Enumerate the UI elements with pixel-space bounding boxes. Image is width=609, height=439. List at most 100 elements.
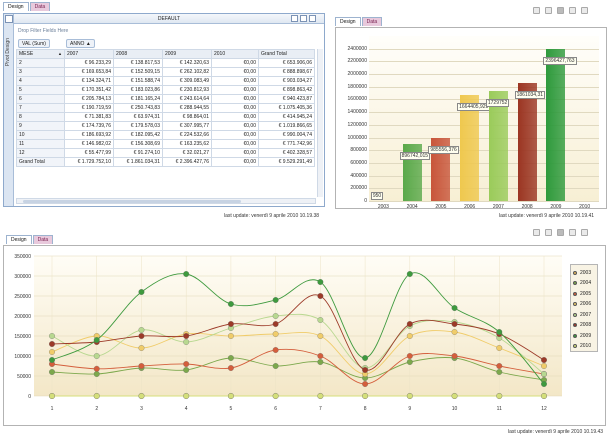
table-row[interactable]: 8 € 71.381,83 € 63.974,31 € 98.864,01 €0,00 €… — [16, 112, 315, 122]
legend-item[interactable]: 2009 — [573, 332, 591, 339]
data-point[interactable] — [406, 359, 413, 365]
data-point[interactable] — [451, 353, 458, 359]
legend-item[interactable]: 2010 — [573, 343, 591, 350]
column-field-button[interactable]: ANNO ▲ — [66, 39, 95, 48]
data-point[interactable] — [362, 393, 369, 399]
table-row[interactable]: 11 € 146.982,02 € 156.308,69 € 163.235,62 €0… — [16, 139, 315, 149]
data-point[interactable] — [317, 279, 324, 285]
data-point[interactable] — [49, 349, 55, 355]
data-point[interactable] — [496, 393, 503, 399]
data-point[interactable] — [272, 297, 279, 303]
print-icon[interactable] — [557, 229, 564, 236]
chart-icon[interactable] — [300, 15, 307, 22]
export-icon[interactable] — [581, 7, 588, 14]
bar[interactable] — [460, 95, 480, 201]
data-point[interactable] — [93, 365, 100, 372]
data-point[interactable] — [541, 371, 547, 377]
tab-design[interactable]: Design — [335, 17, 361, 26]
pivot-horizontal-scrollbar[interactable] — [16, 198, 316, 204]
data-point[interactable] — [362, 367, 369, 373]
data-point[interactable] — [362, 381, 369, 387]
settings-icon[interactable] — [569, 229, 576, 236]
tab-design[interactable]: Design — [3, 2, 29, 11]
data-point[interactable] — [227, 365, 234, 371]
data-point[interactable] — [49, 393, 55, 399]
data-point[interactable] — [227, 355, 234, 361]
data-point[interactable] — [317, 293, 324, 299]
legend-item[interactable]: 2003 — [573, 269, 591, 276]
data-point[interactable] — [49, 357, 55, 363]
data-point[interactable] — [406, 333, 413, 339]
data-point[interactable] — [272, 321, 279, 327]
data-point[interactable] — [49, 341, 55, 347]
legend-item[interactable]: 2008 — [573, 322, 591, 329]
data-point[interactable] — [496, 345, 503, 351]
table-row[interactable]: 12 € 55.477,99 € 91.274,10 € 32.021,27 €0,00… — [16, 148, 315, 158]
legend-item[interactable]: 2004 — [573, 280, 591, 287]
data-point[interactable] — [317, 353, 324, 359]
tab-data[interactable]: Data — [32, 235, 54, 244]
data-point[interactable] — [49, 333, 55, 339]
table-row[interactable]: 4 € 134.324,71 € 151.588,74 € 309.083,49 €0,… — [16, 76, 315, 86]
data-point[interactable] — [138, 363, 145, 369]
data-point[interactable] — [49, 369, 55, 375]
tab-design[interactable]: Design — [6, 235, 32, 244]
data-point[interactable] — [451, 321, 458, 327]
data-point[interactable] — [138, 289, 145, 295]
data-point[interactable] — [227, 301, 234, 307]
data-point[interactable] — [138, 327, 145, 333]
bar[interactable] — [517, 82, 537, 201]
settings-icon[interactable] — [309, 15, 316, 22]
data-point[interactable] — [93, 393, 100, 399]
table-row[interactable]: 5 € 170.351,42 € 183.023,86 € 230.812,93 €0,… — [16, 85, 315, 95]
data-point[interactable] — [272, 313, 279, 319]
data-point[interactable] — [451, 305, 458, 311]
data-point[interactable] — [272, 363, 279, 369]
data-point[interactable] — [138, 345, 145, 351]
table-row[interactable]: 2 € 96.233,29 € 138.817,53 € 142.320,63 €0,0… — [16, 58, 315, 68]
data-point[interactable] — [183, 271, 190, 277]
settings-icon[interactable] — [569, 7, 576, 14]
legend-item[interactable]: 2005 — [573, 290, 591, 297]
data-point[interactable] — [451, 329, 458, 335]
data-point[interactable] — [183, 339, 190, 345]
data-point[interactable] — [541, 393, 547, 399]
tab-data[interactable]: Data — [361, 17, 383, 26]
data-point[interactable] — [227, 333, 234, 339]
table-row[interactable]: 3 € 169.653,84 € 152.509,15 € 262.102,82 €0,… — [16, 67, 315, 77]
data-point[interactable] — [541, 381, 547, 387]
data-point[interactable] — [272, 347, 279, 353]
data-point[interactable] — [272, 393, 279, 399]
save-icon[interactable] — [545, 7, 552, 14]
filter-icon[interactable] — [533, 229, 540, 236]
data-point[interactable] — [183, 393, 190, 399]
print-icon[interactable] — [557, 7, 564, 14]
pivot-vertical-scrollbar[interactable] — [317, 49, 323, 197]
data-point[interactable] — [272, 331, 279, 337]
filter-icon[interactable] — [533, 7, 540, 14]
bar[interactable] — [546, 48, 566, 201]
table-row[interactable]: 7 € 190.719,59 € 250.743,83 € 288.944,55 €0,… — [16, 103, 315, 113]
data-point[interactable] — [496, 363, 503, 369]
table-row[interactable]: 6 € 205.784,13 € 181.165,24 € 243.614,64 €0,… — [16, 94, 315, 104]
data-point[interactable] — [227, 321, 234, 327]
table-row[interactable]: 9 € 174.739,76 € 179.578,03 € 307.995,77 €0,… — [16, 121, 315, 131]
data-point[interactable] — [183, 361, 190, 367]
table-row[interactable]: 10 € 186.693,92 € 182.095,42 € 224.532,66 €0… — [16, 130, 315, 140]
tab-data[interactable]: Data — [29, 2, 51, 11]
data-point[interactable] — [93, 371, 100, 377]
legend-item[interactable]: 2006 — [573, 301, 591, 308]
row-field-header[interactable]: MESE ▲ — [16, 49, 65, 59]
pivot-design-strip[interactable]: Pivot Design — [4, 14, 14, 206]
data-point[interactable] — [406, 271, 413, 277]
data-point[interactable] — [317, 393, 324, 399]
data-point[interactable] — [183, 367, 190, 373]
data-point[interactable] — [496, 369, 503, 375]
data-point[interactable] — [93, 337, 100, 343]
data-point[interactable] — [406, 393, 413, 399]
bar[interactable] — [488, 91, 508, 201]
data-point[interactable] — [138, 393, 145, 399]
data-point[interactable] — [317, 359, 324, 365]
export-icon[interactable] — [291, 15, 298, 22]
data-point[interactable] — [138, 333, 145, 339]
